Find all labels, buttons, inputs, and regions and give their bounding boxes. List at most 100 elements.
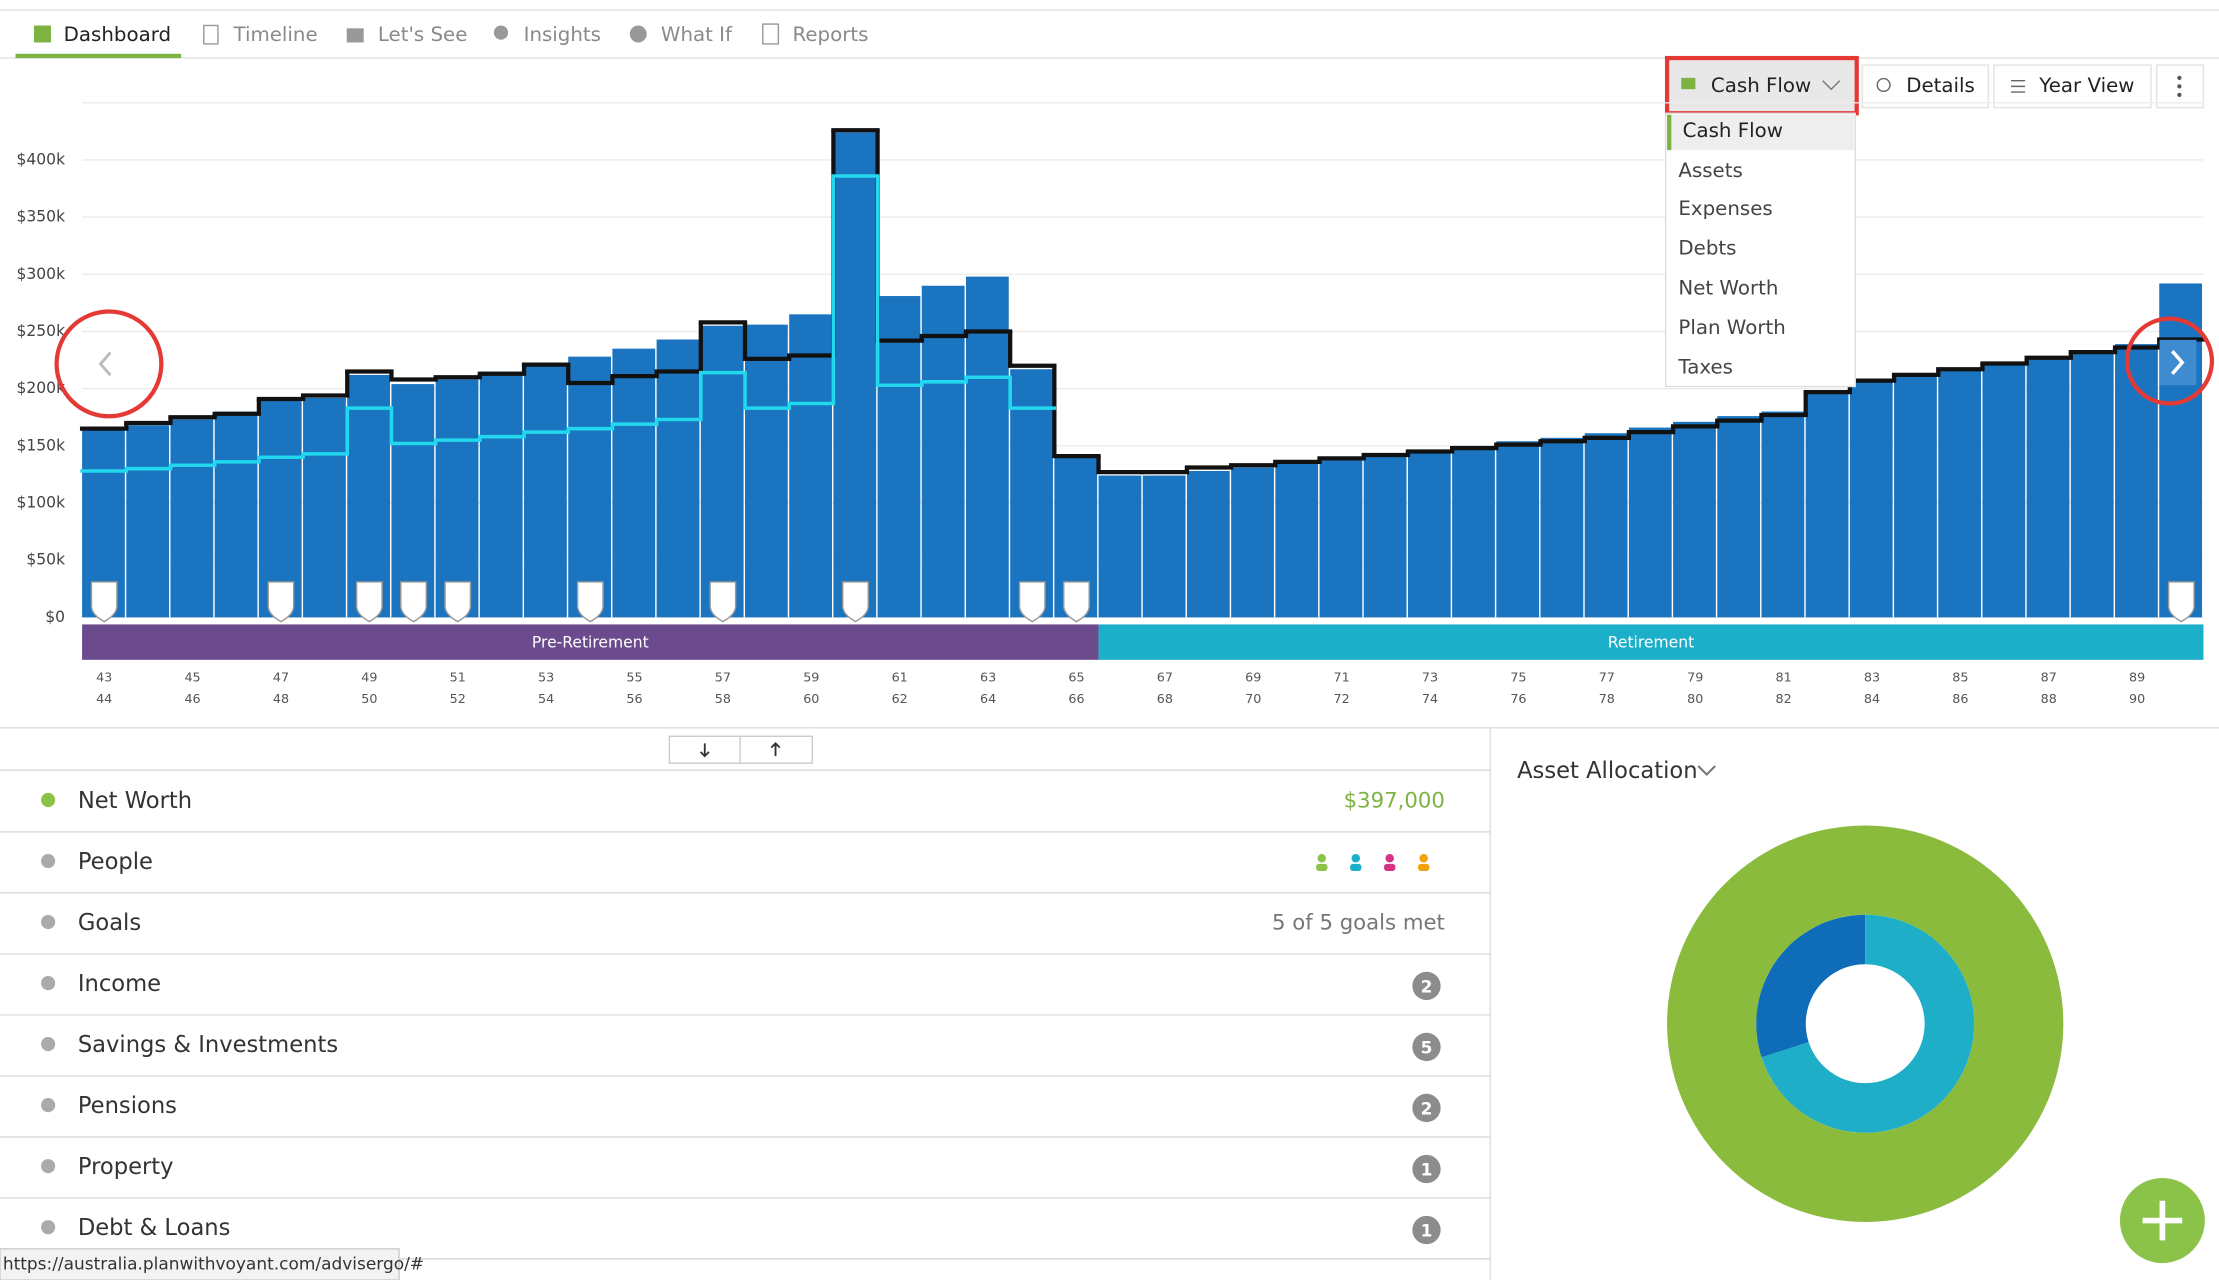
chart-selector[interactable] — [1664, 55, 1859, 116]
bar — [1496, 441, 1540, 618]
active-tab-underline — [15, 53, 182, 59]
chart: $0 $50k $100k $150k $200k $250k $300k $350k $400… — [16, 102, 2206, 707]
x-tick-label: 71 — [1334, 671, 1350, 686]
tab-icon — [762, 23, 780, 45]
x-tick-label: 75 — [1510, 671, 1526, 686]
chart-selector-label: Cash Flow — [1711, 74, 1811, 97]
row-icon — [41, 853, 56, 869]
y-tick-label: $250k — [16, 322, 65, 340]
list-icon — [2010, 80, 2026, 93]
x-tick-label: 46 — [184, 692, 200, 707]
person-icon — [1350, 863, 1362, 871]
count-badge — [1412, 1093, 1441, 1123]
x-tick-label: 64 — [980, 692, 996, 707]
goal-marker — [842, 581, 869, 623]
bar — [1673, 421, 1716, 618]
prev-arrow[interactable] — [98, 351, 112, 377]
x-tick-label: 58 — [715, 692, 731, 707]
row-icon — [41, 976, 56, 991]
menu-item[interactable]: Net Worth — [1678, 276, 1778, 299]
x-tick-label: 55 — [626, 671, 642, 686]
goal-marker — [1063, 581, 1090, 623]
count-badge — [1412, 971, 1441, 1001]
phase-label: Pre-Retirement — [532, 633, 649, 651]
x-tick-label: 47 — [273, 671, 289, 686]
menu-item[interactable]: Cash Flow — [1683, 119, 1783, 142]
x-tick-label: 63 — [980, 671, 996, 686]
menu-item[interactable]: Debts — [1678, 237, 1736, 260]
bar — [612, 348, 656, 618]
goal-marker — [2167, 581, 2195, 623]
x-tick-label: 79 — [1687, 671, 1703, 686]
row-label: Income — [78, 971, 161, 997]
tab[interactable]: What If — [661, 23, 733, 46]
x-tick-label: 80 — [1687, 692, 1703, 707]
menu-item[interactable]: Expenses — [1678, 197, 1772, 220]
row-icon — [41, 1220, 56, 1235]
bar — [1584, 433, 1628, 618]
x-tick-label: 84 — [1864, 692, 1880, 707]
menu-item[interactable]: Plan Worth — [1678, 316, 1785, 339]
tab[interactable]: Insights — [524, 23, 601, 46]
y-tick-label: $350k — [16, 208, 65, 226]
bar — [170, 419, 214, 618]
tab-icon — [493, 25, 509, 40]
x-tick-label: 72 — [1334, 692, 1350, 707]
status-url: https://australia.planwithvoyant.com/adv… — [3, 1254, 424, 1274]
bar — [1452, 445, 1495, 618]
x-tick-label: 85 — [1952, 671, 1968, 686]
x-tick-label: 77 — [1599, 671, 1615, 686]
details-button[interactable] — [1861, 64, 1990, 109]
x-tick-label: 44 — [96, 692, 112, 707]
chevron — [1822, 80, 1841, 91]
row-label: People — [78, 849, 153, 875]
x-tick-label: 76 — [1510, 692, 1526, 707]
menu-item[interactable]: Assets — [1678, 159, 1742, 182]
next-button[interactable] — [2159, 339, 2197, 386]
x-tick-label: 83 — [1864, 671, 1880, 686]
tab-icon — [629, 25, 647, 43]
row-icon — [41, 914, 56, 930]
tab[interactable]: Timeline — [233, 23, 318, 46]
donut-segment — [1667, 825, 2064, 1222]
donut-segment — [1756, 914, 1866, 1058]
bar — [1894, 374, 1937, 618]
plus-icon — [2142, 1200, 2183, 1241]
row-label: Goals — [78, 910, 141, 936]
row-label: Property — [78, 1154, 174, 1180]
highlight-circle — [2124, 316, 2215, 406]
x-tick-label: 90 — [2129, 692, 2145, 707]
bar — [1186, 470, 1230, 618]
next-arrow — [2170, 349, 2185, 375]
tab[interactable]: Dashboard — [64, 23, 171, 46]
bar — [435, 379, 479, 618]
bar — [1540, 437, 1584, 618]
menu-item[interactable]: Taxes — [1677, 356, 1733, 379]
goal-marker — [444, 581, 472, 623]
count-value: 5 — [1421, 1038, 1433, 1058]
menu-marker — [1667, 114, 1672, 151]
x-tick-label: 50 — [361, 692, 377, 707]
tab-icon — [203, 24, 219, 45]
donut-chart — [1667, 825, 2064, 1222]
tab[interactable]: Reports — [793, 23, 869, 46]
goal-marker — [709, 581, 737, 623]
goal-marker — [90, 581, 118, 623]
details-label: Details — [1906, 74, 1975, 97]
bar — [1628, 427, 1672, 618]
goal-marker — [400, 581, 427, 623]
person-icon — [1351, 853, 1360, 863]
x-tick-label: 88 — [2041, 692, 2057, 707]
bar — [1407, 450, 1451, 618]
bar — [1275, 462, 1319, 618]
bar — [2070, 352, 2114, 618]
x-tick-label: 61 — [892, 671, 908, 686]
x-tick-label: 57 — [715, 671, 731, 686]
panel-title[interactable]: Asset Allocation — [1517, 758, 1698, 784]
bar — [1010, 369, 1053, 618]
x-tick-label: 70 — [1245, 692, 1261, 707]
x-tick-label: 53 — [538, 671, 554, 686]
x-tick-label: 66 — [1068, 692, 1084, 707]
tab[interactable]: Let's See — [378, 23, 468, 46]
